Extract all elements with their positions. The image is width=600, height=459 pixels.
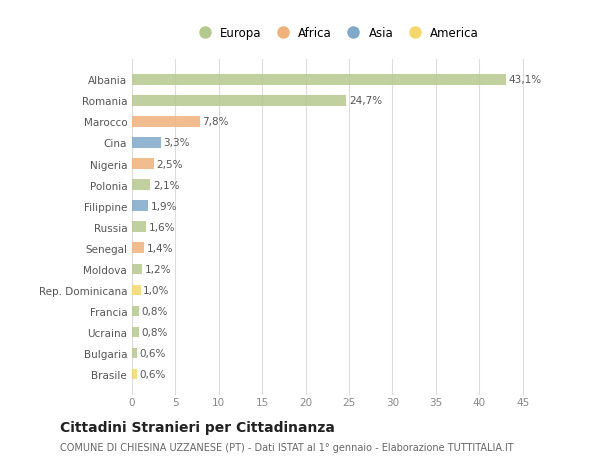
Bar xyxy=(132,75,506,85)
Bar xyxy=(132,369,137,380)
Bar xyxy=(132,117,200,128)
Bar xyxy=(132,159,154,169)
Text: 2,5%: 2,5% xyxy=(157,159,183,169)
Text: 43,1%: 43,1% xyxy=(509,75,542,85)
Text: 3,3%: 3,3% xyxy=(163,138,190,148)
Bar xyxy=(132,306,139,317)
Bar xyxy=(132,96,346,106)
Text: 7,8%: 7,8% xyxy=(202,117,229,127)
Text: 1,9%: 1,9% xyxy=(151,201,178,211)
Bar xyxy=(132,201,148,212)
Legend: Europa, Africa, Asia, America: Europa, Africa, Asia, America xyxy=(188,22,484,45)
Text: 0,8%: 0,8% xyxy=(142,327,168,337)
Bar xyxy=(132,348,137,358)
Bar xyxy=(132,264,142,274)
Text: 1,0%: 1,0% xyxy=(143,285,170,295)
Text: 0,6%: 0,6% xyxy=(140,348,166,358)
Text: 1,4%: 1,4% xyxy=(147,243,173,253)
Text: Cittadini Stranieri per Cittadinanza: Cittadini Stranieri per Cittadinanza xyxy=(60,420,335,434)
Text: 24,7%: 24,7% xyxy=(349,96,382,106)
Bar xyxy=(132,285,140,296)
Text: 0,6%: 0,6% xyxy=(140,369,166,379)
Text: 2,1%: 2,1% xyxy=(153,180,179,190)
Bar xyxy=(132,243,144,253)
Bar xyxy=(132,327,139,337)
Text: 1,6%: 1,6% xyxy=(148,222,175,232)
Bar xyxy=(132,222,146,232)
Text: 1,2%: 1,2% xyxy=(145,264,172,274)
Bar xyxy=(132,180,150,190)
Text: COMUNE DI CHIESINA UZZANESE (PT) - Dati ISTAT al 1° gennaio - Elaborazione TUTTI: COMUNE DI CHIESINA UZZANESE (PT) - Dati … xyxy=(60,442,514,452)
Bar xyxy=(132,138,161,148)
Text: 0,8%: 0,8% xyxy=(142,306,168,316)
